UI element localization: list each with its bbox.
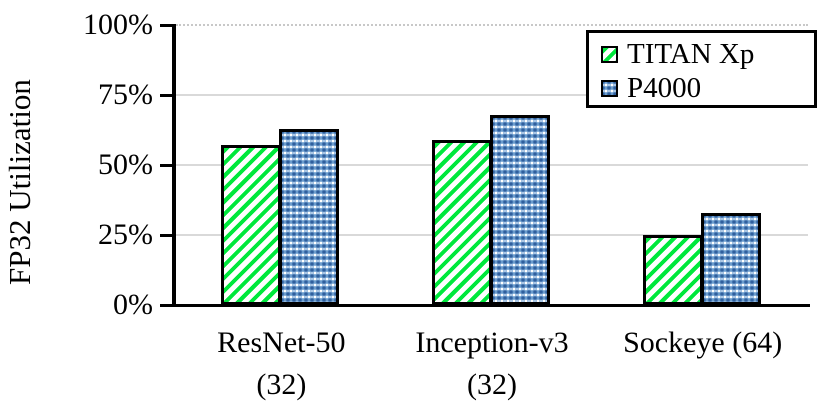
- gridline-75: [176, 94, 808, 96]
- y-tick-label: 50%: [98, 148, 153, 181]
- y-tick-label: 25%: [98, 218, 153, 251]
- titan-xp-swatch-icon: [601, 45, 618, 63]
- y-tick-0: [160, 303, 173, 307]
- x-label-1: ResNet-50 (32): [166, 322, 396, 406]
- y-tick-25: [160, 233, 173, 237]
- legend-item-titan-xp: TITAN Xp: [601, 37, 814, 71]
- plot-area: [176, 24, 808, 305]
- y-tick-75: [160, 93, 173, 97]
- bar-p4000-1: [279, 128, 340, 305]
- p4000-swatch-icon: [601, 79, 618, 97]
- x-label-line: (32): [467, 368, 517, 401]
- legend-label: TITAN Xp: [627, 38, 755, 70]
- gridline-100: [176, 24, 808, 26]
- x-label-line: Inception-v3: [415, 326, 569, 359]
- y-tick-50: [160, 163, 173, 167]
- legend: TITAN Xp P4000: [586, 30, 817, 108]
- bar-titan-xp-2: [432, 139, 492, 305]
- x-label-line: ResNet-50: [217, 326, 346, 359]
- x-label-2: Inception-v3 (32): [377, 322, 607, 406]
- bar-titan-xp-3: [642, 235, 703, 305]
- x-label-3: Sockeye (64): [588, 322, 818, 364]
- y-axis-line: [172, 24, 176, 306]
- y-tick-label: 100%: [83, 8, 153, 41]
- bar-p4000-3: [700, 212, 761, 305]
- x-label-line: Sockeye (64): [623, 326, 783, 359]
- y-tick-label: 0%: [113, 288, 153, 321]
- y-tick-100: [160, 23, 173, 27]
- x-axis-line: [172, 304, 810, 307]
- bar-titan-xp-1: [221, 145, 282, 305]
- legend-item-p4000: P4000: [601, 71, 814, 105]
- bar-p4000-2: [490, 114, 550, 305]
- y-tick-label: 75%: [98, 78, 153, 111]
- x-label-line: (32): [256, 368, 307, 401]
- legend-label: P4000: [627, 72, 702, 104]
